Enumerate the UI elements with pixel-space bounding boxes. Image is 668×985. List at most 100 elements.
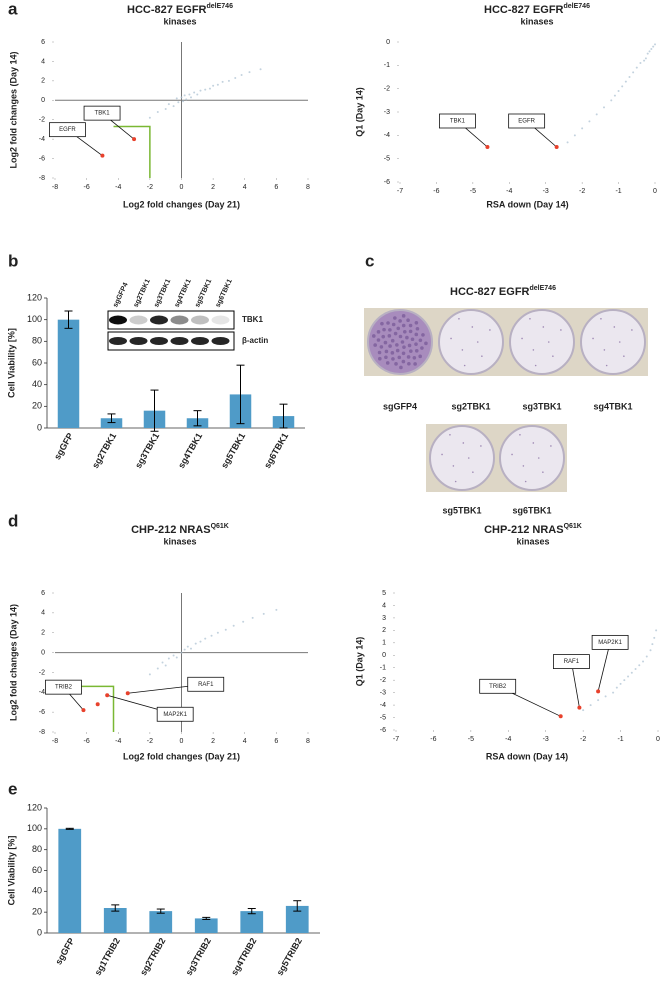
y-tick-label: 2: [41, 630, 45, 637]
title-text: HCC-827 EGFR: [127, 4, 207, 16]
colony: [592, 337, 594, 340]
colony: [401, 314, 406, 318]
y-tick-label: 0: [37, 422, 42, 432]
point: [172, 654, 175, 657]
colony: [618, 341, 621, 343]
point: [588, 120, 591, 123]
blot-band: [150, 315, 168, 325]
panel-letter: b: [8, 251, 18, 270]
y-tick-label: -2: [39, 669, 45, 676]
point: [624, 80, 627, 83]
point: [581, 127, 584, 130]
colony: [552, 355, 554, 357]
callout-box: [591, 634, 629, 650]
callout-box: [187, 676, 225, 692]
point: [199, 640, 202, 643]
colony: [542, 326, 545, 328]
error-bar: [107, 413, 116, 424]
blot-band: [109, 337, 127, 345]
x-tick-label: -2: [147, 738, 153, 745]
point: [248, 71, 251, 74]
colony: [631, 329, 633, 331]
x-tick-label: sgGFP: [53, 936, 76, 966]
y-axis-label: Cell Viability [%]: [6, 328, 16, 398]
point: [259, 68, 262, 71]
point: [194, 642, 197, 645]
blot-lane-label: sg2TBK1: [133, 278, 152, 309]
point: [161, 661, 164, 664]
colony: [401, 323, 406, 328]
point: [655, 629, 658, 632]
colony: [414, 320, 419, 325]
colony: [386, 321, 390, 325]
colony: [463, 364, 466, 367]
colony: [380, 321, 384, 326]
point: [148, 673, 151, 676]
colony: [458, 318, 460, 320]
point: [577, 705, 582, 710]
well: [429, 425, 495, 491]
y-tick-label: -6: [384, 179, 390, 186]
x-tick-label: -4: [115, 738, 121, 745]
colony: [402, 345, 406, 349]
point: [651, 643, 654, 646]
callout-box: [45, 679, 82, 695]
title-superscript: delE746: [207, 3, 234, 10]
y-axis-label: Log2 fold changes (Day 14): [8, 604, 18, 721]
x-tick-label: -8: [52, 738, 58, 745]
well-label: sg3TBK1: [522, 401, 561, 411]
colony: [454, 480, 457, 483]
point: [621, 85, 624, 88]
error-bar: [193, 410, 202, 427]
colony: [376, 330, 381, 334]
colony: [400, 340, 405, 344]
y-tick-label: -4: [384, 132, 390, 139]
y-tick-label: 20: [32, 401, 42, 411]
colony: [377, 350, 382, 355]
panel-letter: e: [8, 779, 17, 798]
x-tick-label: -6: [84, 738, 90, 745]
y-tick-label: 3: [382, 615, 386, 622]
y-tick-label: 80: [32, 336, 42, 346]
point: [642, 660, 645, 663]
error-bar: [65, 827, 74, 830]
colony: [414, 332, 419, 337]
y-tick-label: 4: [41, 58, 45, 65]
colony: [418, 354, 422, 359]
point: [604, 695, 607, 698]
colony: [379, 345, 384, 349]
colony: [406, 318, 410, 322]
x-tick-label: -6: [84, 184, 90, 191]
point: [183, 94, 186, 97]
colony: [521, 337, 523, 340]
blot-tbk1: [107, 310, 235, 330]
y-tick-label: -6: [39, 155, 45, 162]
point: [589, 704, 592, 707]
well: [499, 425, 565, 491]
error-bar: [156, 908, 165, 914]
y-tick-label: 60: [32, 865, 42, 875]
point: [654, 43, 656, 46]
point: [628, 76, 631, 78]
y-tick-label: -5: [384, 156, 390, 163]
colony: [603, 349, 606, 351]
colony: [402, 329, 407, 334]
callout-label: TRIB2: [55, 685, 73, 691]
point: [648, 50, 651, 53]
error-bar: [202, 916, 211, 920]
colony: [373, 343, 377, 347]
blot-band: [211, 337, 230, 345]
colony: [390, 351, 395, 355]
point: [644, 57, 647, 60]
point: [627, 675, 630, 678]
bar: [149, 911, 173, 933]
colony: [529, 318, 531, 320]
colony: [467, 457, 470, 459]
callout-box: [49, 122, 86, 138]
title-superscript: Q61K: [211, 523, 229, 530]
colony: [371, 334, 376, 338]
point: [186, 645, 189, 648]
point: [619, 682, 622, 685]
x-axis-label: RSA down (Day 14): [486, 199, 568, 209]
point: [196, 93, 199, 96]
